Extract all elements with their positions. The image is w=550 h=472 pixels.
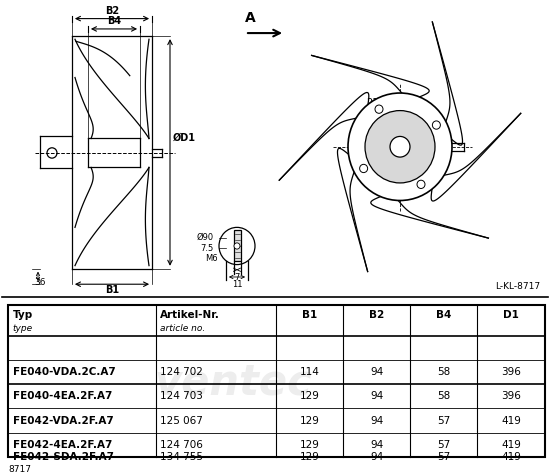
- Text: 129: 129: [300, 391, 320, 401]
- Text: 419: 419: [501, 416, 521, 426]
- Text: 124 706: 124 706: [160, 440, 203, 450]
- Text: FE040-VDA.2C.A7: FE040-VDA.2C.A7: [13, 367, 116, 377]
- Text: 396: 396: [501, 367, 521, 377]
- Text: 125 067: 125 067: [160, 416, 203, 426]
- Text: A: A: [245, 11, 256, 25]
- Text: FE042-SDA.2F.A7: FE042-SDA.2F.A7: [13, 452, 113, 462]
- Text: 94: 94: [370, 367, 383, 377]
- Text: 396: 396: [501, 391, 521, 401]
- Text: 7.5: 7.5: [201, 244, 214, 253]
- Text: 57: 57: [437, 440, 450, 450]
- Text: B2: B2: [369, 311, 384, 320]
- Text: FE040-4EA.2F.A7: FE040-4EA.2F.A7: [13, 391, 112, 401]
- Text: 129: 129: [300, 416, 320, 426]
- Text: B4: B4: [107, 16, 121, 26]
- Text: FE042-VDA.2F.A7: FE042-VDA.2F.A7: [13, 416, 113, 426]
- Text: 58: 58: [437, 367, 450, 377]
- Text: B2: B2: [105, 6, 119, 16]
- Text: Artikel-Nr.: Artikel-Nr.: [160, 311, 220, 320]
- Text: Typ: Typ: [13, 311, 33, 320]
- Text: 11: 11: [232, 280, 242, 289]
- Text: 124 702: 124 702: [160, 367, 203, 377]
- Text: 94: 94: [370, 391, 383, 401]
- Text: 419: 419: [501, 440, 521, 450]
- Circle shape: [365, 110, 435, 183]
- Text: 134 755: 134 755: [160, 452, 203, 462]
- Text: 57: 57: [437, 452, 450, 462]
- Circle shape: [360, 164, 367, 173]
- Text: M6: M6: [205, 254, 218, 263]
- Circle shape: [417, 180, 425, 188]
- Text: article no.: article no.: [160, 324, 205, 333]
- Text: type: type: [13, 324, 32, 333]
- Text: 94: 94: [370, 452, 383, 462]
- Circle shape: [234, 243, 240, 249]
- Text: 124 703: 124 703: [160, 391, 203, 401]
- Text: B4: B4: [436, 311, 452, 320]
- Text: 8717: 8717: [8, 465, 31, 472]
- Text: ØD1: ØD1: [173, 133, 196, 143]
- Text: L-KL-8717: L-KL-8717: [495, 282, 540, 291]
- Text: D1: D1: [503, 311, 519, 320]
- Text: 419: 419: [501, 452, 521, 462]
- Text: 94: 94: [370, 440, 383, 450]
- Text: 7: 7: [234, 273, 240, 282]
- Text: Ø90: Ø90: [197, 233, 214, 242]
- Text: B1: B1: [302, 311, 317, 320]
- Text: 58: 58: [437, 391, 450, 401]
- Circle shape: [375, 105, 383, 113]
- Text: ventec: ventec: [154, 362, 312, 404]
- Circle shape: [348, 93, 452, 201]
- Text: 36: 36: [34, 278, 46, 287]
- Text: 21: 21: [366, 98, 379, 108]
- Text: 114: 114: [300, 367, 320, 377]
- Text: B1: B1: [105, 285, 119, 295]
- Bar: [234, 230, 240, 261]
- Text: 129: 129: [300, 452, 320, 462]
- Text: 57: 57: [437, 416, 450, 426]
- Text: FE042-4EA.2F.A7: FE042-4EA.2F.A7: [13, 440, 112, 450]
- Text: 94: 94: [370, 416, 383, 426]
- Circle shape: [432, 121, 441, 129]
- Circle shape: [390, 136, 410, 157]
- Text: 129: 129: [300, 440, 320, 450]
